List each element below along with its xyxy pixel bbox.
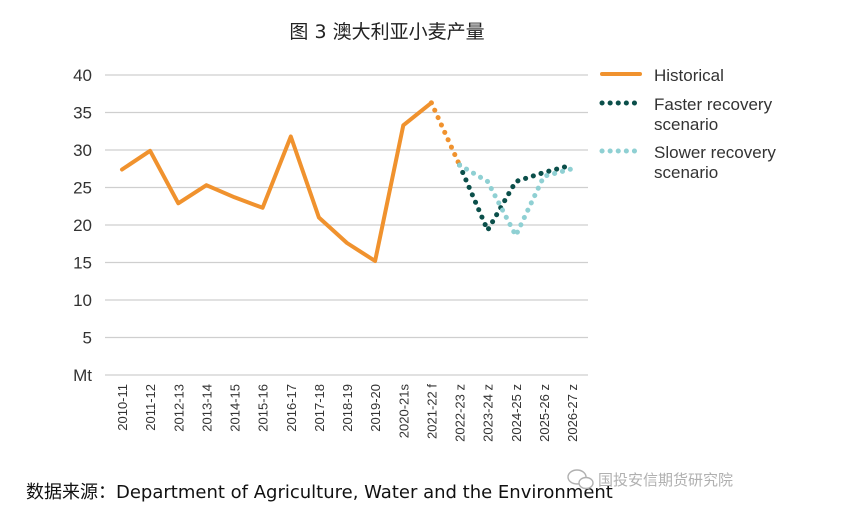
y-tick-label: 20 [73, 216, 92, 235]
x-tick-label: 2021-22 f [424, 384, 439, 439]
x-tick-label: 2010-11 [115, 384, 130, 431]
series-lines [120, 100, 575, 263]
y-tick-label: 35 [73, 104, 92, 123]
legend-label: scenario [654, 115, 718, 134]
y-tick-label: 30 [73, 141, 92, 160]
legend-label: Faster recovery [654, 95, 773, 114]
legend-label: Historical [654, 66, 724, 85]
x-tick-label: 2013-14 [199, 384, 214, 432]
x-tick-label: 2024-25 z [509, 384, 524, 442]
x-tick-label: 2026-27 z [565, 384, 580, 442]
y-tick-label: Mt [73, 366, 92, 385]
chart-title: 图 3 澳大利亚小麦产量 [289, 21, 484, 43]
series-line-3 [457, 162, 575, 238]
x-tick-label: 2020-21s [396, 384, 411, 439]
legend-label: Slower recovery [654, 143, 776, 162]
series-line-2 [457, 162, 575, 233]
grid-lines [105, 74, 588, 376]
y-tick-label: 5 [83, 329, 92, 348]
x-tick-label: 2014-15 [228, 384, 243, 432]
watermark: 国投安信期货研究院 [567, 469, 733, 490]
legend-label: scenario [654, 163, 718, 182]
x-tick-label: 2022-23 z [453, 384, 468, 442]
y-axis-ticks: Mt 5 10 15 20 25 30 35 40 [73, 66, 92, 385]
series-line-0 [120, 100, 434, 263]
series-line-1 [428, 100, 462, 168]
x-axis-ticks: 2010-11 2011-12 2012-13 2013-14 2014-15 2015-… [115, 384, 580, 442]
source-note: 数据来源：Department of Agriculture, Water an… [26, 482, 613, 503]
y-tick-label: 40 [73, 66, 92, 85]
x-tick-label: 2025-26 z [537, 384, 552, 442]
x-tick-label: 2018-19 [340, 384, 355, 432]
x-tick-label: 2019-20 [368, 384, 383, 432]
watermark-text: 国投安信期货研究院 [598, 471, 733, 489]
x-tick-label: 2011-12 [143, 384, 158, 431]
x-tick-label: 2015-16 [256, 384, 271, 432]
y-tick-label: 10 [73, 291, 92, 310]
wechat-icon [567, 469, 594, 490]
y-tick-label: 15 [73, 254, 92, 273]
y-tick-label: 25 [73, 179, 92, 198]
x-tick-label: 2023-24 z [481, 384, 496, 442]
x-tick-label: 2016-17 [284, 384, 299, 432]
x-tick-label: 2017-18 [312, 384, 327, 432]
x-tick-label: 2012-13 [171, 384, 186, 432]
